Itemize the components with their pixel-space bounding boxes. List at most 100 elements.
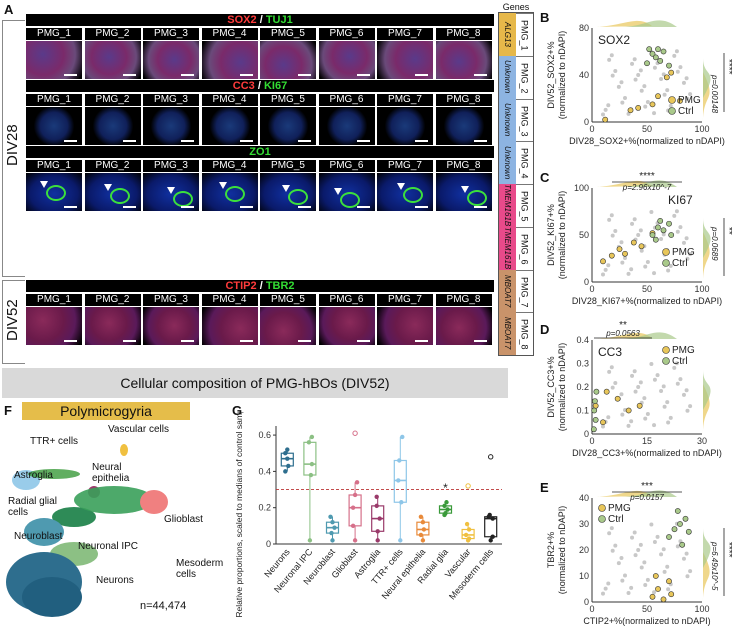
background-point	[674, 361, 679, 366]
background-point	[684, 76, 689, 81]
micrograph-image	[26, 41, 82, 79]
background-point	[675, 544, 680, 549]
scale-bar	[64, 206, 77, 208]
background-point	[684, 551, 689, 556]
pmg-point	[677, 97, 683, 104]
pmg-point	[616, 246, 623, 252]
background-point	[649, 209, 654, 214]
marker-b: ZO1	[249, 146, 271, 158]
significance-stars: ****	[723, 59, 732, 75]
zo1-lumen-ring	[224, 186, 245, 202]
y-axis-label: Relative proportions, scaled to medians …	[234, 412, 244, 618]
background-point	[619, 240, 624, 245]
y-axis-label-sub: (normalized to nDAPI)	[557, 343, 567, 432]
micrograph-tile: PMG_7	[377, 94, 433, 145]
background-point	[626, 590, 631, 595]
background-point	[665, 88, 670, 93]
pmg-point	[636, 402, 643, 409]
micrograph-image	[26, 173, 82, 211]
zo1-lumen-ring	[46, 185, 66, 201]
sample-label: PMG_6	[318, 294, 375, 306]
ctrl-point	[655, 224, 661, 231]
background-point	[639, 88, 644, 93]
arrowhead-icon	[282, 185, 290, 192]
micrograph-image	[143, 173, 199, 211]
zo1-lumen-ring	[339, 192, 360, 208]
background-point	[643, 104, 648, 109]
legend-ctrl-label: Ctrl	[672, 356, 688, 367]
genes-table: ALG13 PMG_1 Unknown PMG_2 Unknown PMG_3 Unknow…	[498, 12, 534, 356]
div28-bracket	[2, 20, 25, 277]
background-point	[630, 61, 635, 66]
background-point	[623, 96, 627, 101]
pmg-point	[627, 107, 634, 114]
background-point	[606, 263, 611, 268]
background-point	[668, 263, 673, 268]
background-point	[613, 229, 618, 234]
box-point	[354, 480, 360, 485]
box-point	[307, 538, 313, 543]
box-point	[488, 538, 493, 543]
box-point	[308, 472, 314, 478]
y-tick-label: 80	[579, 23, 589, 33]
umap-label-neural-epithelia: Neural epithelia	[92, 462, 130, 484]
box-point	[350, 523, 356, 529]
box-point	[309, 434, 315, 440]
background-point	[645, 259, 650, 264]
box-point	[487, 512, 492, 518]
micrograph-tile: PMG_5	[260, 94, 316, 145]
background-point	[629, 267, 634, 272]
ctrl-point	[666, 220, 672, 227]
box-point	[400, 434, 405, 440]
box-point	[375, 538, 380, 543]
background-point	[606, 581, 611, 586]
arrowhead-icon	[103, 184, 112, 191]
arrowhead-icon	[397, 183, 405, 190]
sample-label: PMG_4	[201, 94, 258, 106]
sample-label: PMG_2	[84, 28, 141, 40]
x-tick-label: 100	[694, 284, 709, 294]
significance-star: *	[443, 481, 448, 495]
scale-bar	[239, 206, 253, 208]
background-point	[675, 381, 680, 386]
micrograph-tile: PMG_1	[26, 28, 82, 79]
micrograph-tile: PMG_4	[201, 160, 258, 211]
ctrl-point	[685, 528, 692, 535]
box-point	[490, 534, 495, 539]
legend-pmg-label: PMG	[672, 345, 695, 356]
pvalue-label: p=0.0157	[629, 493, 664, 502]
micrograph-tile: PMG_7	[377, 160, 433, 211]
pmg-point	[625, 407, 632, 414]
scale-bar	[298, 140, 311, 142]
box-point	[418, 532, 424, 538]
pmg-point	[668, 69, 675, 76]
background-point	[619, 556, 624, 561]
background-point	[661, 384, 666, 389]
background-point	[685, 408, 690, 413]
scatter-svg: 0 50 100 0 50 100 DIV28_KI67+%(normalized to n…	[546, 171, 732, 306]
background-point	[652, 590, 657, 595]
micrograph-image	[201, 307, 258, 345]
y-tick-label: 0	[584, 277, 589, 287]
background-point	[666, 420, 671, 425]
background-point	[601, 112, 605, 117]
density-right-ctrl	[703, 528, 711, 568]
sample-label: PMG_7	[377, 160, 433, 172]
pmg-point	[655, 93, 661, 100]
row-label-div28: DIV28	[4, 124, 21, 166]
legend-pmg-label: PMG	[678, 95, 701, 106]
background-point	[607, 369, 612, 374]
genes-header: Genes	[502, 2, 530, 12]
micrograph-image	[318, 41, 375, 79]
scale-bar	[415, 140, 428, 142]
pmg-point	[666, 578, 672, 585]
background-point	[666, 268, 671, 273]
box-point	[328, 514, 333, 519]
y-tick-label: 0	[584, 597, 589, 607]
sample-label: PMG_4	[201, 28, 258, 40]
background-point	[609, 53, 614, 58]
background-point	[666, 587, 671, 592]
background-point	[609, 213, 614, 218]
box-point	[329, 530, 334, 536]
background-point	[616, 84, 621, 89]
